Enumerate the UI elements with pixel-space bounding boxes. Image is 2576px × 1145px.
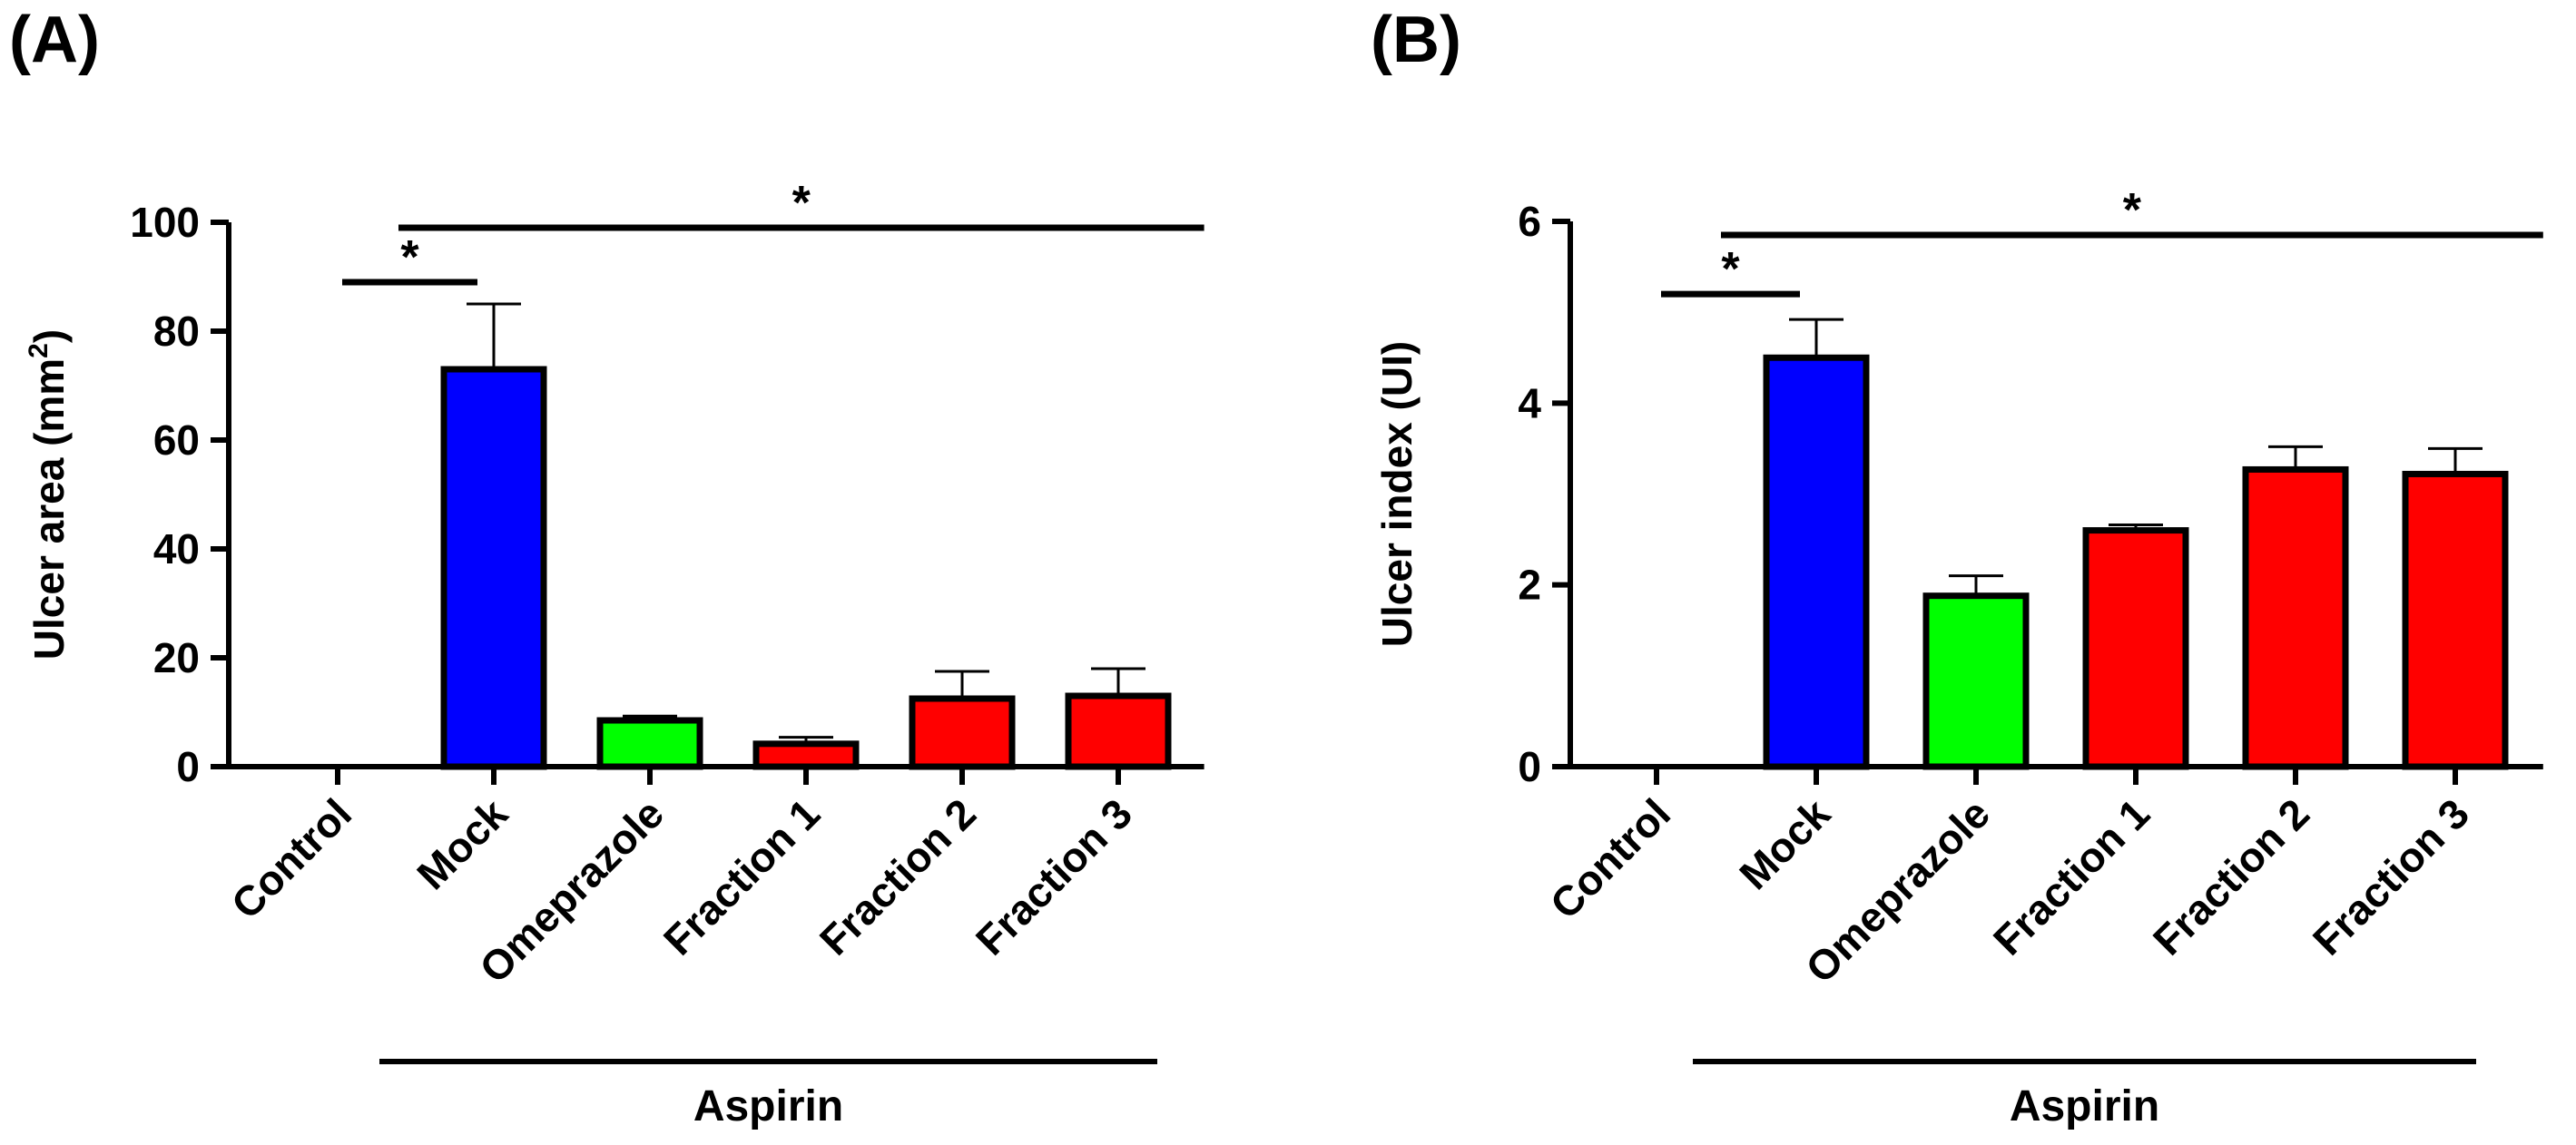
- x-category-label: Fraction 3: [967, 789, 1141, 964]
- bar-fraction-2: [2242, 465, 2349, 770]
- x-category-label: Mock: [408, 789, 516, 898]
- x-category-label: Control: [1541, 789, 1679, 927]
- y-tick-label: 0: [176, 743, 200, 790]
- group-label: Aspirin: [693, 1082, 843, 1130]
- panel-label: (B): [1371, 4, 1461, 76]
- x-category-label: Fraction 2: [811, 789, 985, 964]
- y-tick-label: 20: [153, 634, 200, 681]
- bar-mock: [440, 366, 547, 770]
- y-tick-label: 2: [1518, 562, 1541, 609]
- y-tick-label: 6: [1518, 198, 1541, 245]
- significance-marker: *: [2123, 184, 2142, 237]
- x-category-label: Mock: [1730, 789, 1839, 898]
- x-category-label: Fraction 1: [654, 789, 829, 964]
- panel-label: (A): [9, 4, 100, 76]
- y-tick-label: 100: [130, 199, 200, 246]
- x-category-label: Control: [222, 789, 360, 927]
- bar-omeprazole: [1922, 592, 2030, 770]
- significance-marker: *: [1721, 243, 1740, 296]
- y-tick-label: 0: [1518, 743, 1541, 790]
- group-label: Aspirin: [2010, 1082, 2159, 1130]
- bar-fraction-1: [2082, 527, 2189, 770]
- x-category-label: Fraction 3: [2304, 789, 2478, 964]
- bar-fraction-1: [752, 740, 860, 770]
- y-tick-label: 60: [153, 416, 200, 464]
- x-category-label: Fraction 2: [2144, 789, 2318, 964]
- bar-fraction-2: [909, 695, 1016, 770]
- x-category-label: Fraction 1: [1984, 789, 2158, 964]
- y-tick-label: 4: [1518, 379, 1541, 426]
- y-tick-label: 80: [153, 308, 200, 355]
- bar-omeprazole: [596, 717, 703, 770]
- bar-mock: [1763, 354, 1870, 770]
- chart-panel-a: (A) 0 20 40 60 80 100 Ulcer area (mm2) Control Mo…: [9, 4, 1204, 1130]
- y-tick-label: 40: [153, 525, 200, 572]
- significance-marker: *: [400, 231, 419, 284]
- bar-fraction-3: [2402, 470, 2509, 770]
- bar-fraction-3: [1065, 692, 1172, 770]
- y-axis-title: Ulcer area (mm2): [24, 329, 73, 660]
- significance-marker: *: [792, 177, 811, 230]
- y-axis-title: Ulcer index (UI): [1373, 341, 1421, 647]
